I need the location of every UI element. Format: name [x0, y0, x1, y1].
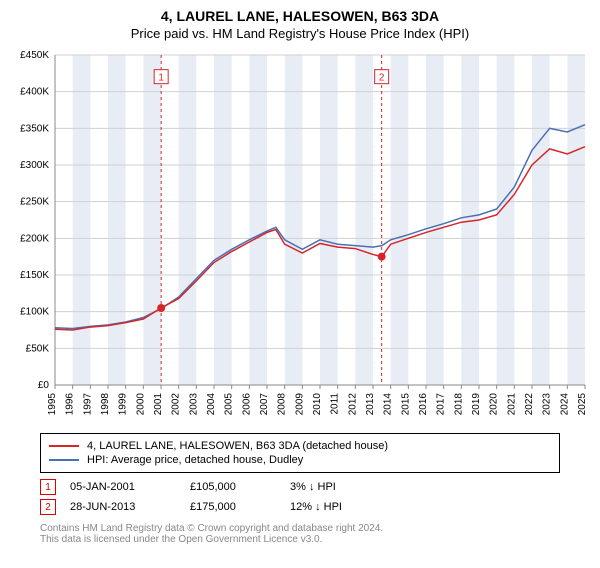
svg-text:1998: 1998: [100, 393, 111, 416]
svg-text:2: 2: [379, 73, 385, 84]
sales-list: 1 05-JAN-2001£105,0003% ↓ HPI 2 28-JUN-2013…: [40, 479, 560, 515]
svg-text:2017: 2017: [436, 393, 447, 416]
svg-text:1997: 1997: [82, 393, 93, 416]
price-chart: £0 £50K £100K £150K £200K £250K £300K £350K £400…: [0, 45, 600, 425]
sale-date: 05-JAN-2001: [70, 481, 190, 493]
credit: Contains HM Land Registry data © Crown c…: [40, 523, 560, 545]
svg-text:2025: 2025: [577, 393, 588, 416]
chart-container: £0 £50K £100K £150K £200K £250K £300K £350K £400…: [0, 45, 600, 425]
svg-text:£400K: £400K: [20, 87, 49, 98]
svg-text:£250K: £250K: [20, 197, 49, 208]
svg-text:2006: 2006: [241, 393, 252, 416]
svg-text:1: 1: [158, 73, 164, 84]
svg-text:£0: £0: [38, 380, 50, 391]
sale-pct: 3% ↓ HPI: [290, 481, 410, 493]
svg-text:2024: 2024: [559, 393, 570, 416]
svg-text:2022: 2022: [524, 393, 535, 416]
sale-price: £105,000: [190, 481, 290, 493]
svg-text:2012: 2012: [347, 393, 358, 416]
legend-swatch: [49, 459, 79, 461]
svg-text:£50K: £50K: [26, 343, 50, 354]
svg-text:£450K: £450K: [20, 50, 49, 61]
svg-text:2011: 2011: [330, 393, 341, 415]
svg-text:1996: 1996: [65, 393, 76, 416]
legend: 4, LAUREL LANE, HALESOWEN, B63 3DA (deta…: [40, 433, 560, 473]
svg-text:2023: 2023: [542, 393, 553, 416]
sale-row: 2 28-JUN-2013£175,00012% ↓ HPI: [40, 499, 560, 515]
svg-text:£200K: £200K: [20, 233, 49, 244]
svg-text:£150K: £150K: [20, 270, 49, 281]
legend-item: 4, LAUREL LANE, HALESOWEN, B63 3DA (deta…: [49, 440, 551, 452]
credit-line-2: This data is licensed under the Open Gov…: [40, 534, 560, 545]
svg-text:2001: 2001: [153, 393, 164, 416]
svg-text:2004: 2004: [206, 393, 217, 416]
page-subtitle: Price paid vs. HM Land Registry's House …: [0, 26, 600, 41]
sale-badge: 1: [40, 479, 56, 495]
sale-row: 1 05-JAN-2001£105,0003% ↓ HPI: [40, 479, 560, 495]
legend-label: HPI: Average price, detached house, Dudl…: [87, 454, 303, 466]
svg-text:2016: 2016: [418, 393, 429, 416]
svg-text:2008: 2008: [277, 393, 288, 416]
svg-text:£350K: £350K: [20, 123, 49, 134]
svg-text:1999: 1999: [118, 393, 129, 416]
page-title: 4, LAUREL LANE, HALESOWEN, B63 3DA: [0, 8, 600, 24]
sale-date: 28-JUN-2013: [70, 501, 190, 513]
svg-text:1995: 1995: [47, 393, 58, 416]
legend-label: 4, LAUREL LANE, HALESOWEN, B63 3DA (deta…: [87, 440, 388, 452]
svg-text:2018: 2018: [453, 393, 464, 416]
svg-text:2002: 2002: [171, 393, 182, 416]
sale-price: £175,000: [190, 501, 290, 513]
svg-text:2007: 2007: [259, 393, 270, 416]
svg-text:2015: 2015: [400, 393, 411, 416]
credit-line-1: Contains HM Land Registry data © Crown c…: [40, 523, 560, 534]
svg-text:2021: 2021: [506, 393, 517, 416]
svg-text:2000: 2000: [135, 393, 146, 416]
svg-text:£300K: £300K: [20, 160, 49, 171]
sale-pct: 12% ↓ HPI: [290, 501, 410, 513]
svg-text:2020: 2020: [489, 393, 500, 416]
legend-swatch: [49, 445, 79, 447]
svg-text:2019: 2019: [471, 393, 482, 416]
legend-item: HPI: Average price, detached house, Dudl…: [49, 454, 551, 466]
svg-text:2003: 2003: [188, 393, 199, 416]
svg-text:2010: 2010: [312, 393, 323, 416]
sale-badge: 2: [40, 499, 56, 515]
svg-text:2014: 2014: [383, 393, 394, 416]
svg-text:2005: 2005: [224, 393, 235, 416]
svg-text:£100K: £100K: [20, 307, 49, 318]
svg-text:2013: 2013: [365, 393, 376, 416]
svg-text:2009: 2009: [294, 393, 305, 416]
